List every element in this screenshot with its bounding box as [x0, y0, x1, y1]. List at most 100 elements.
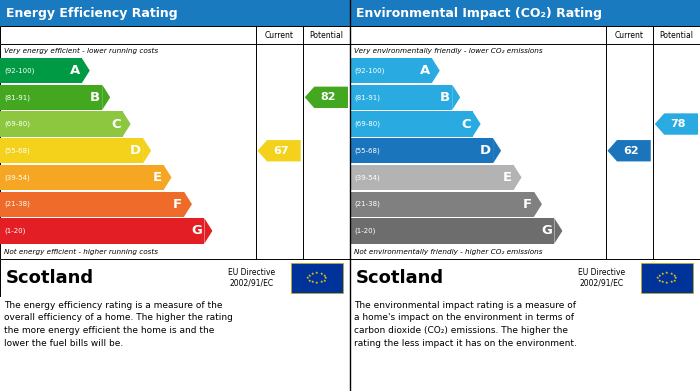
Text: ★: ★	[656, 276, 659, 280]
Bar	[350, 218, 554, 244]
Text: ★: ★	[673, 273, 676, 278]
Text: Very energy efficient - lower running costs: Very energy efficient - lower running co…	[4, 48, 158, 54]
Bar	[350, 138, 493, 163]
Text: ★: ★	[307, 273, 311, 278]
Bar	[350, 165, 514, 190]
Text: Current: Current	[615, 30, 643, 39]
Text: B: B	[440, 91, 450, 104]
Text: (92-100): (92-100)	[354, 67, 384, 74]
Text: Potential: Potential	[659, 30, 694, 39]
Bar	[0, 58, 82, 83]
Bar	[0, 111, 122, 136]
Text: C: C	[111, 118, 120, 131]
Text: 67: 67	[273, 146, 289, 156]
Text: Current: Current	[265, 30, 293, 39]
Text: ★: ★	[311, 272, 314, 276]
Text: D: D	[480, 144, 491, 157]
Text: E: E	[503, 171, 512, 184]
Bar	[350, 192, 534, 217]
Text: The environmental impact rating is a measure of
a home's impact on the environme: The environmental impact rating is a mea…	[354, 301, 577, 348]
Text: Not energy efficient - higher running costs: Not energy efficient - higher running co…	[4, 249, 158, 255]
Text: ★: ★	[665, 281, 668, 285]
Text: ★: ★	[674, 276, 678, 280]
Text: ★: ★	[323, 273, 326, 278]
Text: A: A	[419, 64, 430, 77]
Text: ★: ★	[661, 280, 664, 284]
Polygon shape	[514, 165, 522, 190]
Text: Very environmentally friendly - lower CO₂ emissions: Very environmentally friendly - lower CO…	[354, 48, 542, 54]
Text: ★: ★	[306, 276, 309, 280]
Text: EU Directive
2002/91/EC: EU Directive 2002/91/EC	[578, 268, 626, 288]
Text: Not environmentally friendly - higher CO₂ emissions: Not environmentally friendly - higher CO…	[354, 249, 542, 255]
Text: (39-54): (39-54)	[4, 174, 29, 181]
Text: G: G	[542, 224, 552, 237]
Polygon shape	[143, 138, 151, 163]
Polygon shape	[452, 85, 460, 110]
Text: ★: ★	[665, 271, 668, 275]
Text: (21-38): (21-38)	[4, 201, 30, 208]
Text: (1-20): (1-20)	[4, 228, 25, 234]
Text: B: B	[90, 91, 100, 104]
Text: (55-68): (55-68)	[354, 147, 379, 154]
Text: Potential: Potential	[309, 30, 344, 39]
Text: ★: ★	[315, 271, 318, 275]
Text: EU Directive
2002/91/EC: EU Directive 2002/91/EC	[228, 268, 276, 288]
Text: 82: 82	[321, 92, 336, 102]
Text: (81-91): (81-91)	[4, 94, 30, 100]
Text: ★: ★	[324, 276, 328, 280]
Text: ★: ★	[315, 281, 318, 285]
Text: (55-68): (55-68)	[4, 147, 29, 154]
Polygon shape	[164, 165, 172, 190]
Text: (69-80): (69-80)	[354, 121, 380, 127]
Text: F: F	[523, 198, 532, 211]
Text: 78: 78	[671, 119, 686, 129]
Text: ★: ★	[669, 272, 673, 276]
Polygon shape	[654, 113, 698, 135]
Text: Energy Efficiency Rating: Energy Efficiency Rating	[6, 7, 178, 20]
Bar	[350, 58, 432, 83]
Text: C: C	[461, 118, 470, 131]
Text: ★: ★	[673, 278, 676, 283]
Polygon shape	[473, 111, 481, 136]
Polygon shape	[258, 140, 301, 161]
Text: (69-80): (69-80)	[4, 121, 30, 127]
Text: (81-91): (81-91)	[354, 94, 380, 100]
Text: ★: ★	[657, 273, 661, 278]
Bar	[640, 263, 693, 293]
Bar	[350, 111, 472, 136]
Polygon shape	[554, 218, 562, 244]
Polygon shape	[493, 138, 501, 163]
Bar	[0, 138, 143, 163]
Text: 62: 62	[623, 146, 639, 156]
Text: F: F	[173, 198, 182, 211]
Bar	[0, 85, 102, 110]
Bar	[0, 218, 204, 244]
Polygon shape	[534, 192, 542, 217]
Polygon shape	[184, 192, 192, 217]
Polygon shape	[82, 58, 90, 83]
Text: (1-20): (1-20)	[354, 228, 375, 234]
Text: (21-38): (21-38)	[354, 201, 380, 208]
Polygon shape	[204, 218, 212, 244]
Text: ★: ★	[319, 272, 323, 276]
Text: ★: ★	[661, 272, 664, 276]
Text: (39-54): (39-54)	[354, 174, 379, 181]
Polygon shape	[432, 58, 440, 83]
Text: G: G	[192, 224, 202, 237]
Text: The energy efficiency rating is a measure of the
overall efficiency of a home. T: The energy efficiency rating is a measur…	[4, 301, 233, 348]
Text: E: E	[153, 171, 162, 184]
Text: Scotland: Scotland	[356, 269, 444, 287]
Bar	[290, 263, 343, 293]
Text: A: A	[69, 64, 80, 77]
Text: ★: ★	[657, 278, 661, 283]
Bar	[0, 192, 184, 217]
Text: ★: ★	[311, 280, 314, 284]
Text: ★: ★	[307, 278, 311, 283]
Polygon shape	[608, 140, 651, 161]
Polygon shape	[304, 87, 348, 108]
Text: D: D	[130, 144, 141, 157]
Bar	[350, 85, 452, 110]
Text: ★: ★	[669, 280, 673, 284]
Text: ★: ★	[319, 280, 323, 284]
Text: Environmental Impact (CO₂) Rating: Environmental Impact (CO₂) Rating	[356, 7, 602, 20]
